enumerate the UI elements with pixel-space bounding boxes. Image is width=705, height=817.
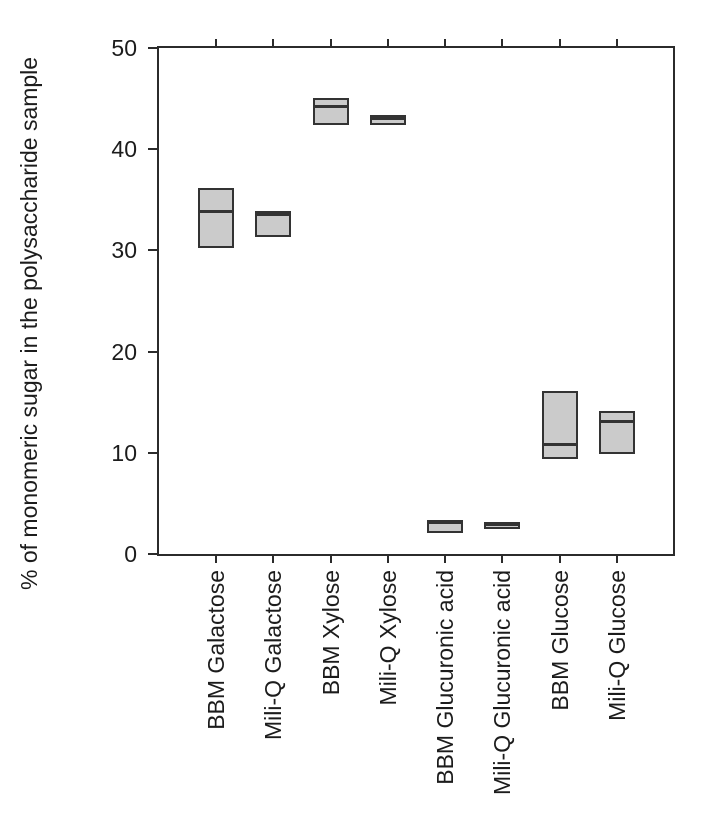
plot-area bbox=[157, 46, 675, 556]
category-tick-bottom bbox=[501, 556, 504, 563]
y-axis-tick bbox=[148, 47, 157, 49]
category-tick-bottom bbox=[329, 556, 332, 563]
category-tick-bottom bbox=[558, 556, 561, 563]
category-tick-bottom bbox=[272, 556, 275, 563]
category-label: Mili-Q Glucuronic acid bbox=[489, 570, 516, 795]
y-tick-label: 30 bbox=[111, 237, 137, 264]
category-label: Mili-Q Xylose bbox=[374, 570, 401, 706]
box-median-line bbox=[314, 104, 347, 108]
y-axis-tick bbox=[148, 451, 157, 454]
box-median-line bbox=[257, 212, 290, 216]
box-plot bbox=[541, 391, 578, 459]
box-median-line bbox=[371, 116, 404, 120]
y-axis-tick bbox=[148, 350, 157, 353]
y-axis-tick bbox=[148, 553, 157, 555]
y-axis-tick bbox=[148, 148, 157, 151]
y-tick-label: 10 bbox=[111, 439, 137, 466]
category-tick-bottom bbox=[386, 556, 389, 563]
category-tick-top bbox=[215, 39, 217, 46]
box-median-line bbox=[543, 442, 576, 446]
box-median-line bbox=[200, 209, 232, 213]
y-axis-tick bbox=[148, 249, 157, 252]
box-median-line bbox=[600, 420, 633, 424]
category-tick-top bbox=[558, 39, 561, 46]
category-label: BBM Galactose bbox=[203, 570, 229, 730]
category-tick-bottom bbox=[615, 556, 618, 563]
category-tick-top bbox=[386, 39, 389, 46]
category-tick-top bbox=[615, 39, 618, 46]
y-tick-label: 50 bbox=[111, 35, 137, 61]
box-median-line bbox=[429, 520, 461, 524]
y-tick-label: 20 bbox=[111, 338, 137, 365]
box-median-line bbox=[486, 522, 519, 526]
category-tick-bottom bbox=[444, 556, 446, 563]
box-plot bbox=[369, 114, 406, 125]
category-tick-top bbox=[444, 39, 446, 46]
category-tick-top bbox=[501, 39, 504, 46]
y-tick-label: 40 bbox=[111, 136, 137, 163]
category-label: BBM Glucose bbox=[546, 570, 573, 711]
box-plot bbox=[198, 187, 234, 249]
category-label: BBM Glucuronic acid bbox=[432, 570, 458, 785]
y-tick-label: 0 bbox=[124, 541, 137, 567]
box-plot bbox=[598, 411, 635, 454]
category-label: BBM Xylose bbox=[317, 570, 344, 696]
category-tick-bottom bbox=[215, 556, 217, 563]
category-label: Mili-Q Galactose bbox=[260, 570, 287, 740]
box-plot bbox=[312, 97, 349, 125]
category-label: Mili-Q Glucose bbox=[603, 570, 630, 721]
category-tick-top bbox=[272, 39, 275, 46]
category-tick-top bbox=[329, 39, 332, 46]
